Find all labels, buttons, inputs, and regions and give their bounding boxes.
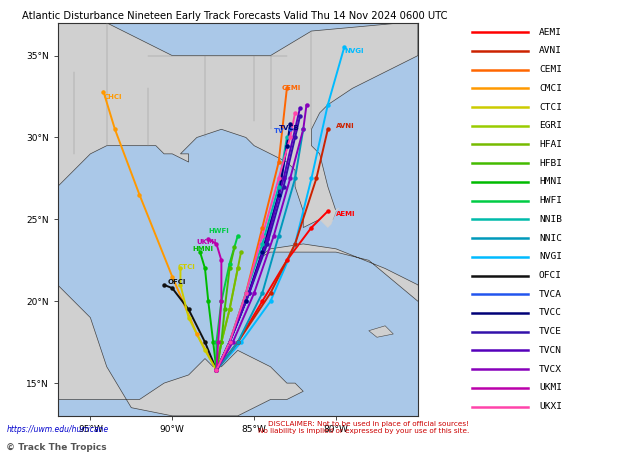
- Text: DISCLAIMER: Not to be used in place of official sources!
No liability is implied: DISCLAIMER: Not to be used in place of o…: [258, 421, 469, 434]
- Text: CMCI: CMCI: [539, 84, 562, 93]
- Text: HFAI: HFAI: [539, 140, 562, 149]
- Text: CTCI: CTCI: [177, 264, 195, 270]
- Text: AVNI: AVNI: [336, 123, 354, 129]
- Text: TVCE: TVCE: [539, 327, 562, 336]
- Text: EGRI: EGRI: [539, 121, 562, 130]
- Polygon shape: [320, 208, 339, 228]
- Text: https://uwm.edu/hurricane: https://uwm.edu/hurricane: [6, 425, 108, 434]
- Polygon shape: [254, 244, 426, 301]
- Text: HFBI: HFBI: [539, 159, 562, 168]
- Text: CEMI: CEMI: [539, 65, 562, 74]
- Text: UKMI: UKMI: [539, 383, 562, 392]
- Polygon shape: [369, 326, 393, 337]
- Polygon shape: [434, 301, 524, 337]
- Text: HMNI: HMNI: [539, 177, 562, 186]
- Text: TVCN: TVCN: [539, 346, 562, 355]
- Text: TVCA: TVCA: [539, 290, 562, 299]
- Text: CTCI: CTCI: [539, 102, 562, 112]
- Text: NNIB: NNIB: [539, 215, 562, 224]
- Text: NNIC: NNIC: [539, 234, 562, 243]
- Text: CHCI: CHCI: [103, 94, 122, 100]
- Text: OFCI: OFCI: [167, 279, 186, 285]
- Text: © Track The Tropics: © Track The Tropics: [6, 443, 107, 452]
- Text: HWFI: HWFI: [209, 228, 229, 234]
- Text: CEMI: CEMI: [282, 85, 301, 91]
- Polygon shape: [58, 23, 418, 228]
- Text: HMNI: HMNI: [192, 246, 213, 252]
- Text: NVGI: NVGI: [539, 252, 562, 261]
- Text: TV: TV: [274, 128, 284, 134]
- Text: AEMI: AEMI: [336, 212, 356, 218]
- Text: UKMI: UKMI: [197, 239, 217, 245]
- Polygon shape: [58, 203, 303, 416]
- Text: AEMI: AEMI: [539, 28, 562, 37]
- Text: TVCC: TVCC: [539, 308, 562, 318]
- Text: OFCI: OFCI: [539, 271, 562, 280]
- Text: TVCX: TVCX: [539, 365, 562, 373]
- Text: UKXI: UKXI: [539, 402, 562, 411]
- Text: NVGI: NVGI: [344, 48, 364, 53]
- Text: HWFI: HWFI: [539, 196, 562, 205]
- Text: Atlantic Disturbance Nineteen Early Track Forecasts Valid Thu 14 Nov 2024 0600 U: Atlantic Disturbance Nineteen Early Trac…: [22, 11, 448, 21]
- Text: AVNI: AVNI: [539, 47, 562, 55]
- Text: TVCB: TVCB: [279, 125, 299, 131]
